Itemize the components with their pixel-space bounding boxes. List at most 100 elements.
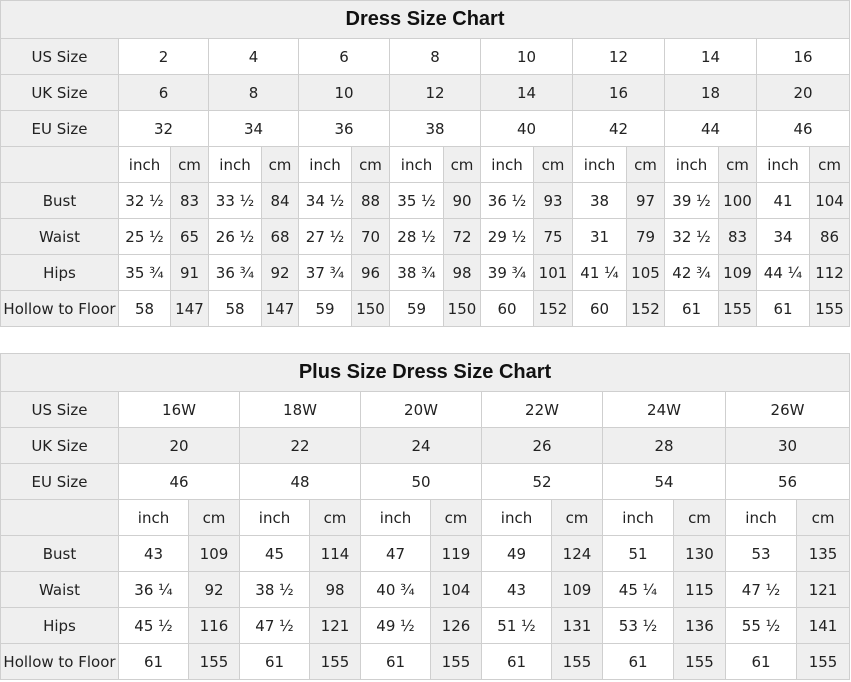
row-label: EU Size	[0, 463, 119, 500]
size-cell: 10	[298, 74, 390, 111]
size-cell: 24	[360, 427, 482, 464]
row-label: EU Size	[0, 110, 119, 147]
row-label: UK Size	[0, 74, 119, 111]
unit-inch: inch	[481, 499, 552, 536]
size-cell: 26	[481, 427, 603, 464]
inch-value: 41	[756, 182, 810, 219]
unit-cm: cm	[551, 499, 603, 536]
size-cell: 56	[724, 463, 851, 500]
cm-value: 100	[718, 182, 757, 219]
inch-value: 31	[572, 218, 627, 255]
inch-value: 49	[481, 535, 552, 572]
cm-value: 72	[443, 218, 481, 255]
inch-value: 39 ½	[664, 182, 719, 219]
row-label: Hips	[0, 254, 119, 291]
inch-value: 61	[118, 643, 189, 680]
cm-value: 155	[309, 643, 361, 680]
cm-value: 92	[261, 254, 299, 291]
size-cell: 46	[755, 110, 851, 147]
title-row: Dress Size Chart	[0, 0, 851, 39]
inch-value: 38	[572, 182, 627, 219]
unit-inch: inch	[239, 499, 310, 536]
unit-cm: cm	[795, 499, 851, 536]
inch-value: 51	[602, 535, 674, 572]
unit-row: inch cm inch cm inch cm inch cm inch cm inch cm inch…	[0, 146, 851, 183]
inch-value: 53	[725, 535, 797, 572]
cm-value: 83	[170, 182, 209, 219]
inch-value: 47 ½	[239, 607, 310, 644]
row-label: Waist	[0, 218, 119, 255]
cm-value: 70	[351, 218, 390, 255]
size-cell: 14	[480, 74, 573, 111]
unit-cm: cm	[533, 146, 573, 183]
unit-cm: cm	[430, 499, 482, 536]
inch-value: 61	[360, 643, 431, 680]
measure-row-hips: Hips 45 ½ 116 47 ½ 121 49 ½ 126 51 ½ 131 53 ½ 136 5…	[0, 607, 851, 644]
size-cell: 40	[480, 110, 573, 147]
cm-value: 88	[351, 182, 390, 219]
cm-value: 104	[808, 182, 851, 219]
size-cell: 48	[239, 463, 361, 500]
row-label-empty	[0, 499, 119, 536]
inch-value: 51 ½	[481, 607, 552, 644]
cm-value: 116	[188, 607, 240, 644]
us-size-row: US Size 16W 18W 20W 22W 24W 26W	[0, 391, 851, 428]
unit-inch: inch	[572, 146, 627, 183]
unit-row: inch cm inch cm inch cm inch cm inch cm inch cm	[0, 499, 851, 536]
size-cell: 4	[208, 38, 299, 75]
cm-value: 104	[430, 571, 482, 608]
cm-value: 109	[718, 254, 757, 291]
unit-cm: cm	[673, 499, 726, 536]
measure-row-hollow-to-floor: Hollow to Floor 58 147 58 147 59 150 59 150 60 152…	[0, 290, 851, 327]
inch-value: 61	[602, 643, 674, 680]
size-cell: 30	[724, 427, 851, 464]
unit-inch: inch	[360, 499, 431, 536]
row-label: UK Size	[0, 427, 119, 464]
inch-value: 53 ½	[602, 607, 674, 644]
size-cell: 8	[389, 38, 481, 75]
row-label: Hollow to Floor	[0, 290, 119, 327]
size-cell: 52	[481, 463, 603, 500]
cm-value: 147	[261, 290, 299, 327]
inch-value: 58	[208, 290, 262, 327]
inch-value: 45	[239, 535, 310, 572]
size-cell: 50	[360, 463, 482, 500]
size-cell: 6	[298, 38, 390, 75]
inch-value: 60	[572, 290, 627, 327]
unit-inch: inch	[756, 146, 810, 183]
size-cell: 20W	[360, 391, 482, 428]
cm-value: 115	[673, 571, 726, 608]
uk-size-row: UK Size 20 22 24 26 28 30	[0, 427, 851, 464]
cm-value: 150	[351, 290, 390, 327]
cm-value: 84	[261, 182, 299, 219]
cm-value: 155	[718, 290, 757, 327]
unit-cm: cm	[808, 146, 851, 183]
unit-inch: inch	[118, 146, 171, 183]
unit-inch: inch	[725, 499, 797, 536]
cm-value: 155	[673, 643, 726, 680]
unit-inch: inch	[118, 499, 189, 536]
row-label: Hollow to Floor	[0, 643, 119, 680]
cm-value: 65	[170, 218, 209, 255]
cm-value: 124	[551, 535, 603, 572]
inch-value: 32 ½	[664, 218, 719, 255]
size-cell: 28	[602, 427, 726, 464]
cm-value: 105	[626, 254, 665, 291]
size-cell: 54	[602, 463, 726, 500]
cm-value: 130	[673, 535, 726, 572]
inch-value: 33 ½	[208, 182, 262, 219]
inch-value: 45 ¼	[602, 571, 674, 608]
eu-size-row: EU Size 32 34 36 38 40 42 44 46	[0, 110, 851, 147]
size-cell: 12	[389, 74, 481, 111]
table-title: Plus Size Dress Size Chart	[0, 353, 851, 392]
inch-value: 36 ¼	[118, 571, 189, 608]
inch-value: 39 ¾	[480, 254, 534, 291]
size-cell: 18W	[239, 391, 361, 428]
cm-value: 155	[430, 643, 482, 680]
inch-value: 45 ½	[118, 607, 189, 644]
row-label: US Size	[0, 391, 119, 428]
inch-value: 28 ½	[389, 218, 444, 255]
inch-value: 36 ¾	[208, 254, 262, 291]
cm-value: 86	[808, 218, 851, 255]
cm-value: 150	[443, 290, 481, 327]
